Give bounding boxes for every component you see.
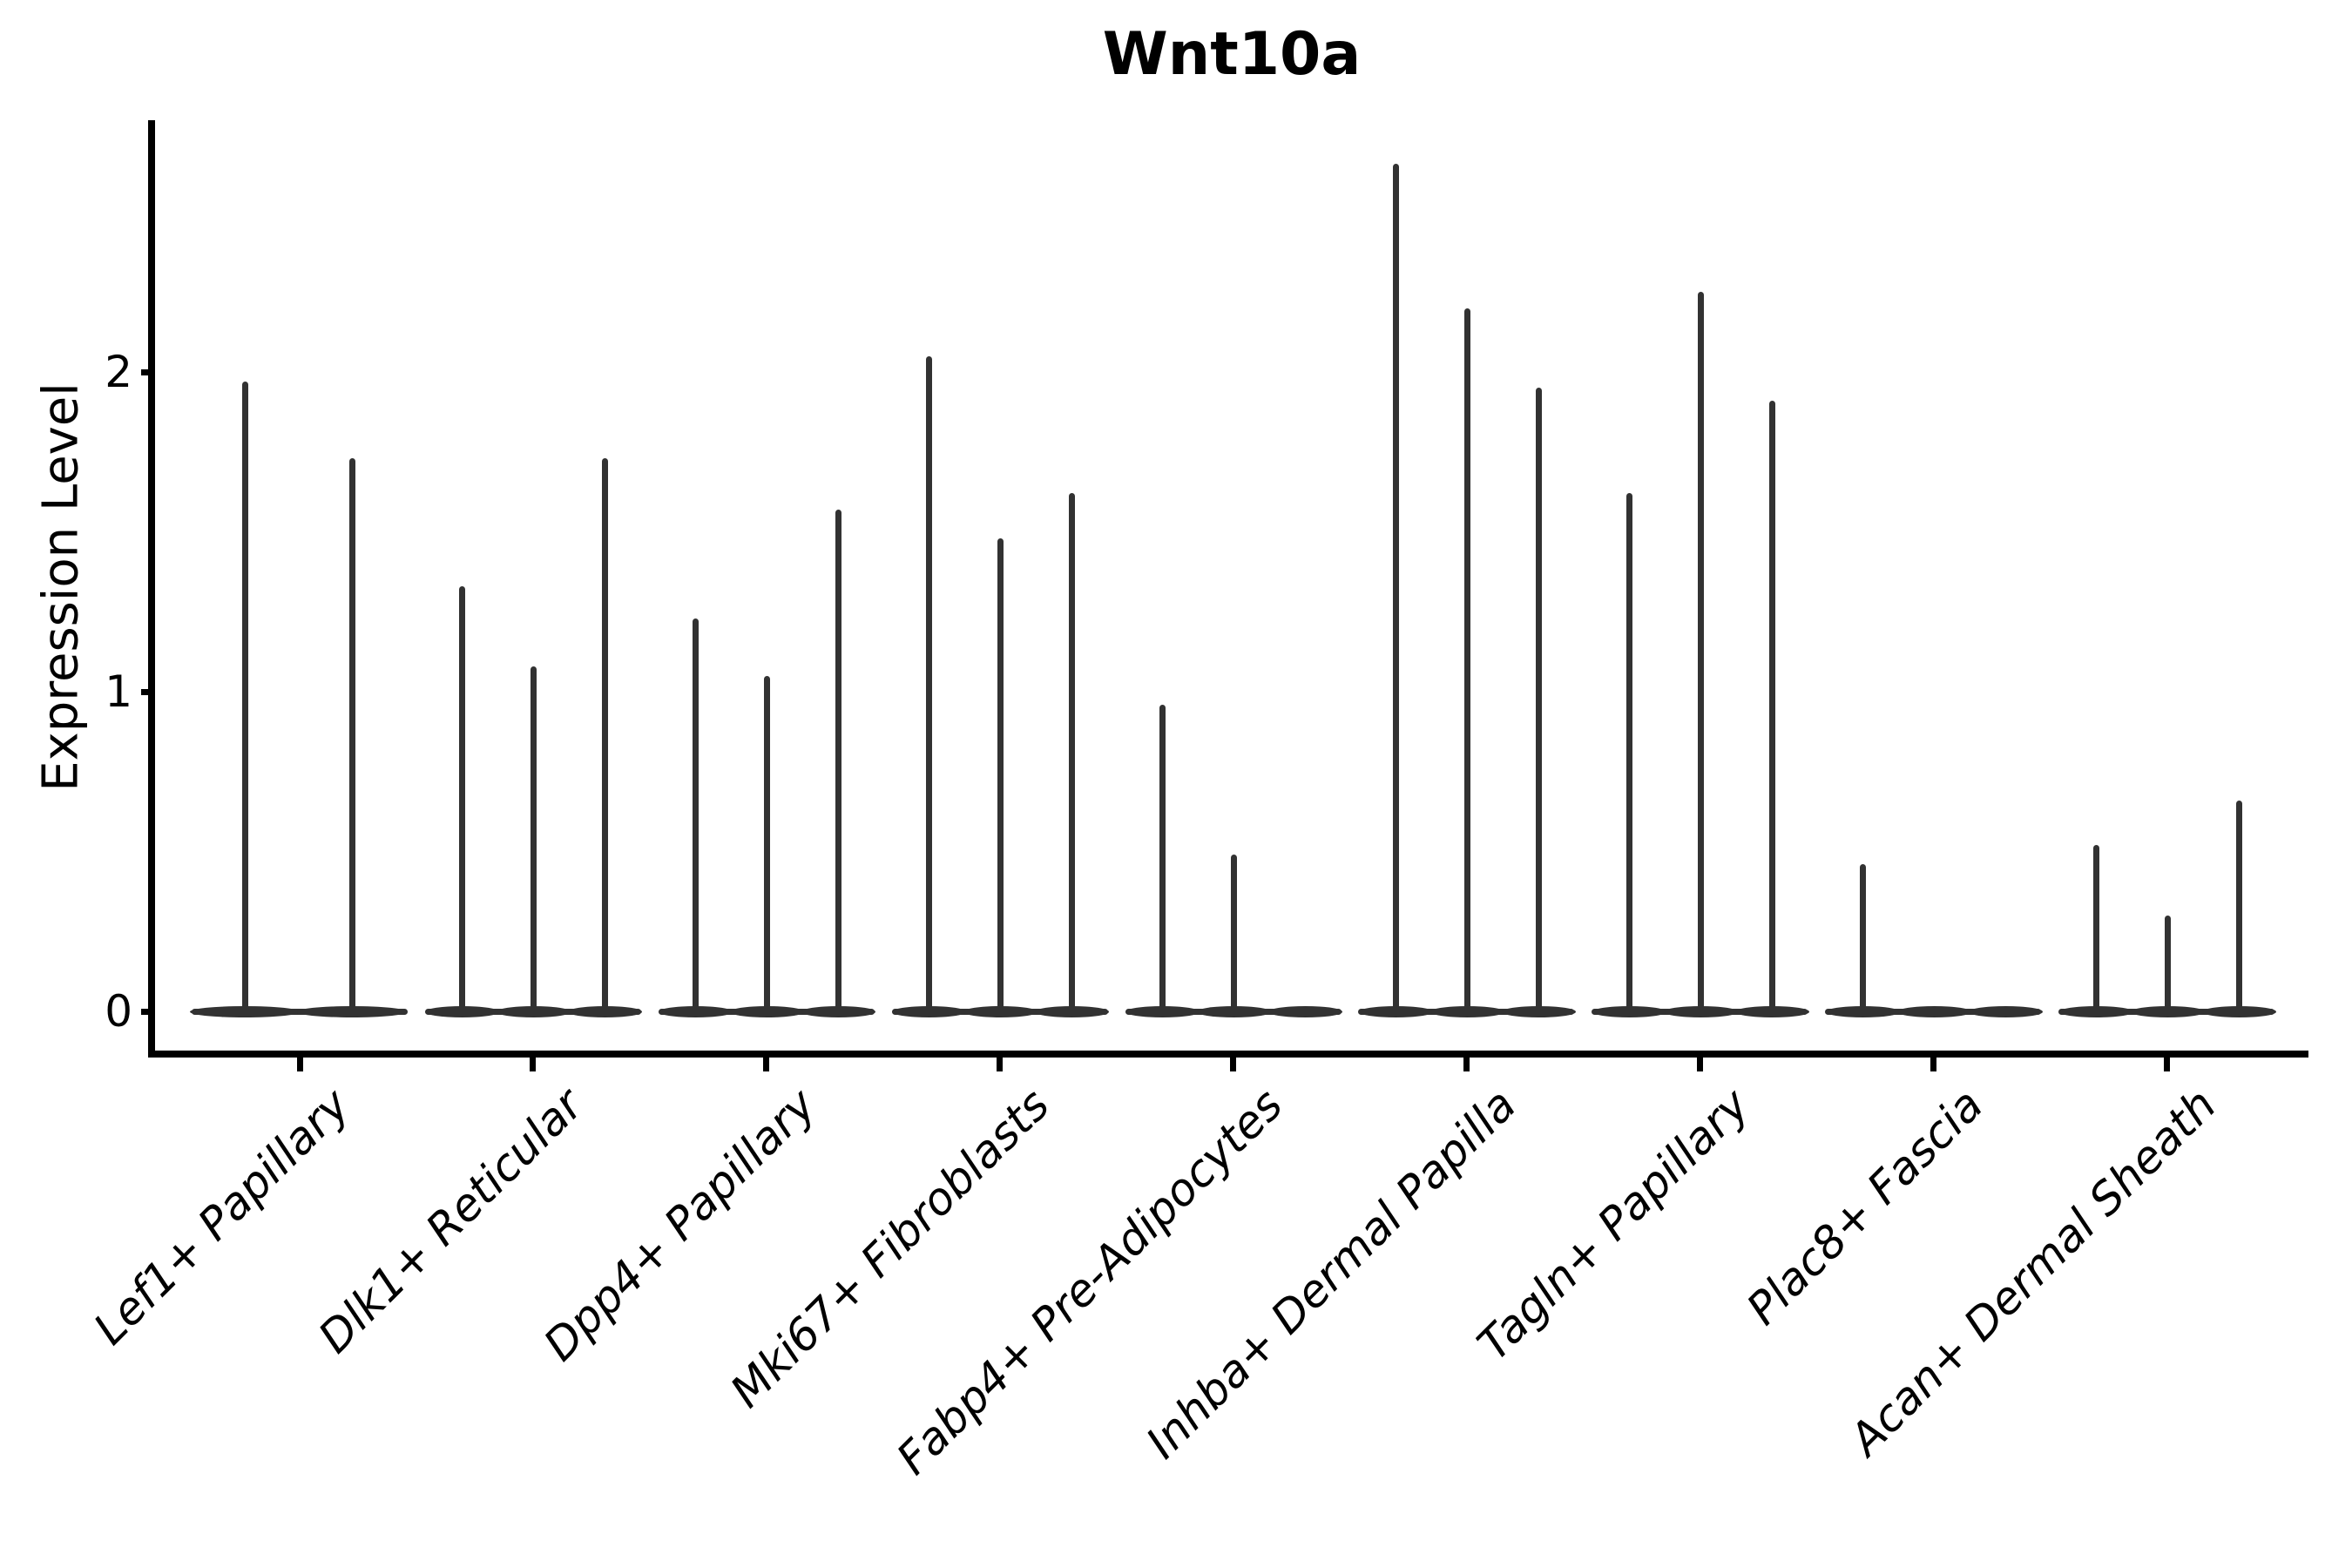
violin-zero-disc [1429,1005,1504,1017]
violin-zero-disc [1501,1005,1576,1017]
violin-zero-disc [1825,1005,1900,1017]
violin-zero-disc [568,1005,643,1017]
x-tick-mark [1230,1058,1236,1071]
violin-zero-disc [1197,1005,1271,1017]
violin-zero-disc [892,1005,967,1017]
chart-title: Wnt10a [1102,20,1362,89]
violin-spike [764,675,771,1011]
violin-spike [835,509,842,1011]
violin-spike [2092,845,2099,1011]
violin-zero-disc [659,1005,733,1017]
x-axis-spine [148,1051,2308,1058]
x-tick-label: Fabp4+ Pre-Adipocytes [887,1079,1294,1485]
y-tick-label: 1 [105,666,132,717]
violin-zero-disc [730,1005,805,1017]
x-tick-mark [2163,1058,2170,1071]
y-axis-label: Expression Level [32,382,90,792]
violin-zero-disc [1358,1005,1433,1017]
violin-zero-disc [297,1005,407,1017]
violin-zero-disc [1734,1005,1809,1017]
y-tick-mark [141,688,155,695]
violin-spike [1625,493,1632,1011]
x-tick-label: Lef1+ Papillary [84,1079,360,1355]
violin-zero-disc [1896,1005,1971,1017]
violin-zero-disc [2201,1005,2276,1017]
violin-spike [997,537,1004,1011]
violin-spike [2164,915,2171,1011]
violin-spike [926,355,933,1011]
violin-spike [531,666,537,1011]
violin-spike [1535,388,1542,1011]
x-tick-mark [997,1058,1004,1071]
violin-zero-disc [425,1005,500,1017]
violin-spike [1697,292,1704,1011]
y-tick-mark [141,368,155,375]
violin-spike [1859,864,1866,1011]
y-tick-mark [141,1008,155,1015]
x-tick-mark [296,1058,303,1071]
x-tick-mark [1930,1058,1936,1071]
violin-zero-disc [963,1005,1038,1017]
violin-spike [1159,704,1166,1011]
violin-spike [2235,800,2242,1011]
violin-spike [1463,308,1470,1011]
y-tick-label: 0 [105,986,132,1037]
violin-spike [241,382,248,1011]
violin-spike [348,458,355,1011]
violin-spike [602,458,609,1011]
y-tick-label: 2 [105,347,132,397]
violin-spike [1768,401,1775,1011]
x-tick-mark [530,1058,537,1071]
violin-spike [1069,493,1076,1011]
violin-spike [693,618,700,1011]
violin-zero-disc [2130,1005,2205,1017]
violin-zero-disc [1968,1005,2043,1017]
y-axis-spine [148,120,155,1058]
violin-zero-disc [1663,1005,1738,1017]
x-tick-mark [763,1058,770,1071]
violin-zero-disc [1125,1005,1200,1017]
violin-zero-disc [1592,1005,1666,1017]
violin-zero-disc [1268,1005,1342,1017]
violin-spike [1392,164,1399,1011]
x-tick-mark [1463,1058,1470,1071]
violin-zero-disc [801,1005,876,1017]
violin-zero-disc [1035,1005,1110,1017]
violin-zero-disc [497,1005,571,1017]
x-tick-mark [1696,1058,1703,1071]
violin-zero-disc [190,1005,300,1017]
x-tick-label: Plac8+ Fascia [1737,1079,1994,1335]
violin-spike [1231,855,1237,1011]
violin-spike [459,585,466,1011]
violin-zero-disc [2058,1005,2133,1017]
